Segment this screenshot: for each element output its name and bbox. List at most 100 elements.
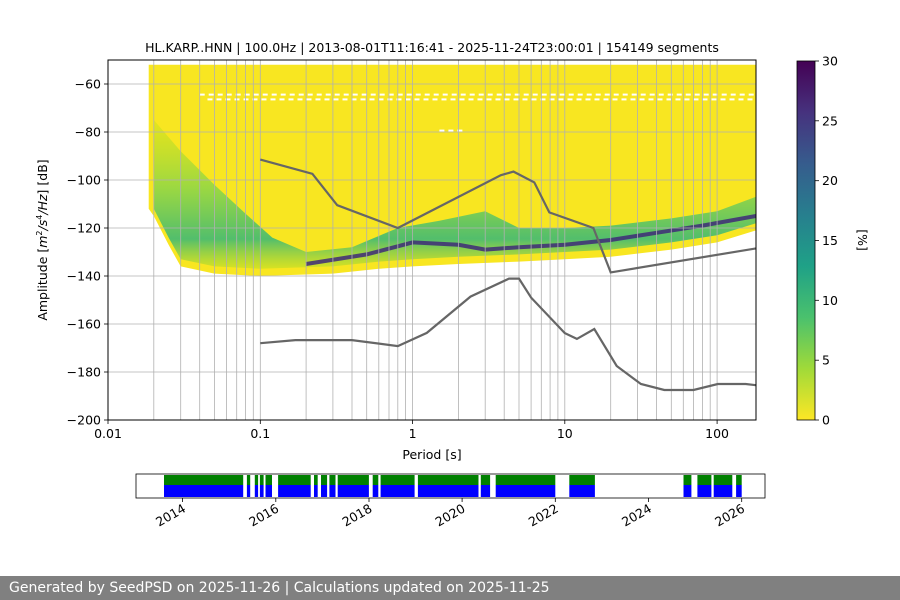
heatmap-gap [631,93,637,96]
heatmap-gap [279,98,285,101]
heatmap-gap [702,98,708,101]
heatmap-gap [648,98,654,101]
heatmap-gap [307,93,313,96]
heatmap-gap [280,93,286,96]
heatmap-gap [568,93,574,96]
heatmap-gap [576,98,582,101]
heatmap-gap [585,98,591,101]
colorbar-ramp [796,60,816,421]
heatmap-gap [504,98,510,101]
heatmap-gap [712,93,718,96]
heatmap-gap [439,129,445,132]
heatmap-gap [316,93,322,96]
heatmap-gap [739,93,745,96]
x-tick-label: 10 [557,426,573,441]
heatmap-gap [738,98,744,101]
heatmap-gap [667,93,673,96]
heatmap-gap [496,93,502,96]
heatmap-gap [270,98,276,101]
timeline-segment-bottom [265,485,272,497]
heatmap-gap [432,98,438,101]
heatmap-gap [523,93,529,96]
timeline-segment-top [321,475,328,485]
heatmap-density-band [153,120,756,269]
heatmap-gap [415,93,421,96]
x-tick-label: 1 [409,426,417,441]
heatmap-gap [586,93,592,96]
y-tick-label: −180 [67,365,101,380]
heatmap-gap [748,93,754,96]
timeline-segment-top [372,475,379,485]
timeline-segment-top [417,475,479,485]
timeline-segment-bottom [278,485,311,497]
heatmap-gaps [199,93,754,132]
heatmap-gap [630,98,636,101]
heatmap-gap [711,98,717,101]
nlnm-curve [260,277,756,392]
heatmap-gap [289,93,295,96]
timeline-segment-top [736,475,742,485]
y-axis-label: Amplitude [m2/s4/Hz] [dB] [35,159,50,320]
heatmap-gap [441,98,447,101]
heatmap-gap [549,98,555,101]
heatmap-gap [559,93,565,96]
heatmap-gap [253,93,259,96]
heatmap-gap [540,98,546,101]
timeline-segment-bottom [314,485,318,497]
timeline-segment-top [314,475,318,485]
heatmap-gap [208,93,214,96]
timeline-segment-bottom [372,485,379,497]
chart-title: HL.KARP..HNN | 100.0Hz | 2013-08-01T11:1… [145,40,719,55]
timeline-segment-bottom [683,485,692,497]
timeline-segment-top [569,475,595,485]
timeline-segment-top [259,475,264,485]
heatmap-gap [271,93,277,96]
heatmap-gap [396,98,402,101]
heatmap-gap [693,98,699,101]
heatmap-gap [657,98,663,101]
x-axis-label: Period [s] [402,447,461,462]
timeline-segment-bottom [569,485,595,497]
heatmap-gap [217,93,223,96]
timeline-segment-top [683,475,692,485]
heatmap-gap [360,98,366,101]
y-tick-label: −140 [67,269,101,284]
timeline-segment-top [278,475,311,485]
timeline-tick-label: 2016 [246,501,281,530]
colorbar-tick-label: 10 [822,293,838,308]
heatmap-gap [640,93,646,96]
colorbar-ticks: 0 5 10 15 20 25 30 [815,54,838,428]
heatmap-gap [460,93,466,96]
heatmap-gap [405,98,411,101]
timeline-tick-label: 2014 [153,501,188,530]
heatmap-gap [567,98,573,101]
heatmap-gap [406,93,412,96]
heatmap-gap [622,93,628,96]
heatmap-gap [448,129,454,132]
heatmap-gap [333,98,339,101]
heatmap-gap [424,93,430,96]
heatmap-gap [244,93,250,96]
heatmap-gap [658,93,664,96]
heatmap-gap [207,98,213,101]
timeline-segments [164,475,742,497]
heatmap-gap [487,93,493,96]
plot-frame [107,59,757,421]
heatmap-gap [325,93,331,96]
heatmap-gap [621,98,627,101]
timeline-segment-bottom [417,485,479,497]
colorbar-tick-label: 20 [822,173,838,188]
heatmap-gap [370,93,376,96]
heatmap-gap [505,93,511,96]
timeline-segment-top [164,475,244,485]
heatmap-gap [261,98,267,101]
heatmap-gap [550,93,556,96]
heatmap-gap [729,98,735,101]
heatmap-gap [369,98,375,101]
heatmap-gap [469,93,475,96]
heatmap-gap [603,98,609,101]
heatmap-gap [379,93,385,96]
heatmap-gap [541,93,547,96]
heatmap-gap [433,93,439,96]
heatmap-gap [720,98,726,101]
